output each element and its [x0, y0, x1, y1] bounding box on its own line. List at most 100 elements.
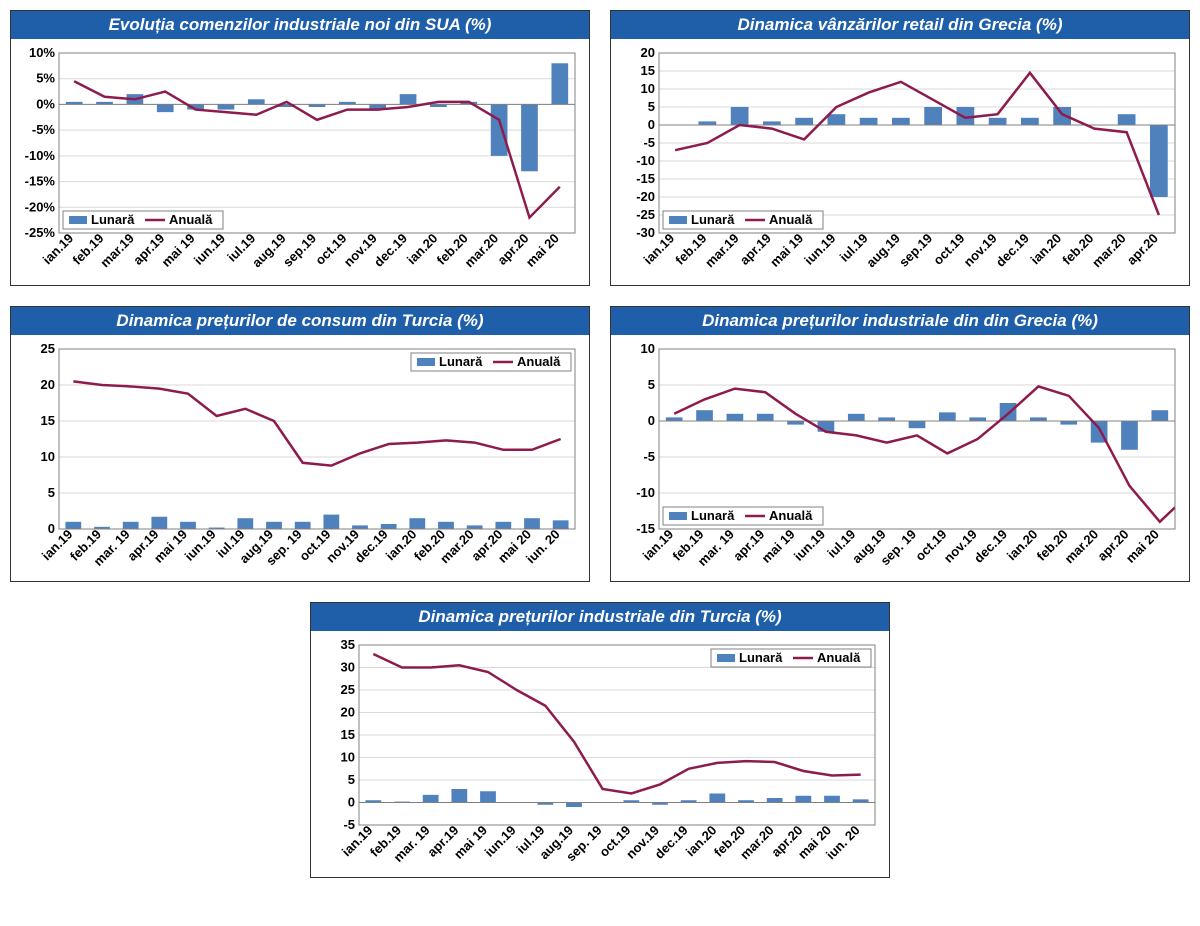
svg-text:mar.19: mar.19	[702, 231, 742, 271]
svg-text:10: 10	[641, 343, 655, 356]
svg-text:Anuală: Anuală	[769, 212, 813, 227]
plot-area: -15-10-50510ian.19feb.19mar. 19apr.19mai…	[611, 335, 1189, 581]
svg-text:35: 35	[341, 639, 355, 652]
svg-text:20: 20	[641, 47, 655, 60]
svg-text:-20%: -20%	[25, 199, 56, 214]
chart-title: Dinamica vânzărilor retail din Grecia (%…	[611, 11, 1189, 39]
svg-text:5: 5	[648, 377, 655, 392]
svg-text:25: 25	[41, 343, 55, 356]
svg-text:10: 10	[641, 81, 655, 96]
svg-text:oct.19: oct.19	[930, 231, 967, 268]
svg-text:mai 20: mai 20	[1123, 527, 1162, 566]
plot-area: -30-25-20-15-10-505101520ian.19feb.19mar…	[611, 39, 1189, 285]
svg-text:Anuală: Anuală	[817, 650, 861, 665]
svg-text:30: 30	[341, 660, 355, 675]
svg-text:dec.19: dec.19	[993, 231, 1032, 270]
chart-title: Evoluția comenzilor industriale noi din …	[11, 11, 589, 39]
svg-text:-10: -10	[636, 153, 655, 168]
svg-text:dec.19: dec.19	[352, 527, 391, 566]
svg-text:ian.19: ian.19	[39, 527, 76, 564]
svg-text:ian.20: ian.20	[404, 231, 441, 268]
svg-text:mai 19: mai 19	[158, 231, 197, 270]
svg-text:dec.19: dec.19	[371, 231, 410, 270]
svg-text:mai 19: mai 19	[767, 231, 806, 270]
svg-text:dec.19: dec.19	[652, 823, 691, 862]
svg-text:aug.19: aug.19	[863, 231, 903, 271]
charts-grid: Evoluția comenzilor industriale noi din …	[10, 10, 1190, 878]
svg-text:iun.19: iun.19	[182, 527, 219, 564]
svg-text:15: 15	[641, 63, 655, 78]
svg-text:ian.20: ian.20	[683, 823, 720, 860]
chart-grecia-industrial: Dinamica prețurilor industriale din din …	[610, 306, 1190, 582]
svg-text:mar.20: mar.20	[1089, 231, 1129, 271]
svg-text:Lunară: Lunară	[439, 354, 483, 369]
svg-text:Lunară: Lunară	[691, 212, 735, 227]
svg-text:iun.19: iun.19	[191, 231, 228, 268]
svg-text:apr.20: apr.20	[1124, 231, 1161, 268]
svg-text:25: 25	[341, 682, 355, 697]
svg-text:ian.20: ian.20	[1028, 231, 1065, 268]
chart-title: Dinamica prețurilor industriale din din …	[611, 307, 1189, 335]
svg-text:Anuală: Anuală	[169, 212, 213, 227]
svg-text:-10: -10	[636, 485, 655, 500]
svg-text:sep.19: sep.19	[896, 231, 935, 270]
svg-text:Lunară: Lunară	[691, 508, 735, 523]
plot-area: -505101520253035ian.19feb.19mar. 19apr.1…	[311, 631, 889, 877]
svg-text:-25%: -25%	[25, 225, 56, 240]
svg-text:-20: -20	[636, 189, 655, 204]
chart-grecia-retail: Dinamica vânzărilor retail din Grecia (%…	[610, 10, 1190, 286]
svg-text:5: 5	[648, 99, 655, 114]
svg-text:5: 5	[348, 772, 355, 787]
svg-text:10: 10	[341, 750, 355, 765]
svg-text:Anuală: Anuală	[517, 354, 561, 369]
svg-text:0%: 0%	[36, 96, 55, 111]
svg-text:apr.19: apr.19	[737, 231, 774, 268]
svg-text:mar.20: mar.20	[461, 231, 501, 271]
svg-text:10: 10	[41, 449, 55, 464]
chart-sua: Evoluția comenzilor industriale noi din …	[10, 10, 590, 286]
svg-text:Lunară: Lunară	[91, 212, 135, 227]
svg-text:-5%: -5%	[32, 122, 56, 137]
svg-text:20: 20	[341, 705, 355, 720]
svg-text:Anuală: Anuală	[769, 508, 813, 523]
svg-text:0: 0	[48, 521, 55, 536]
svg-text:15: 15	[41, 413, 55, 428]
svg-text:iun.19: iun.19	[801, 231, 838, 268]
svg-text:ian.20: ian.20	[1004, 527, 1041, 564]
svg-text:-5: -5	[343, 817, 355, 832]
svg-text:5: 5	[48, 485, 55, 500]
svg-text:20: 20	[41, 377, 55, 392]
svg-text:0: 0	[648, 117, 655, 132]
svg-text:5%: 5%	[36, 71, 55, 86]
svg-text:mar.20: mar.20	[1061, 527, 1101, 567]
svg-text:nov.19: nov.19	[941, 527, 980, 566]
svg-text:mai 19: mai 19	[451, 823, 490, 862]
svg-text:0: 0	[648, 413, 655, 428]
svg-text:-30: -30	[636, 225, 655, 240]
svg-text:sep.19: sep.19	[280, 231, 319, 270]
svg-text:-15%: -15%	[25, 174, 56, 189]
plot-area: -25%-20%-15%-10%-5%0%5%10%ian.19feb.19ma…	[11, 39, 589, 285]
svg-text:-5: -5	[643, 135, 655, 150]
svg-text:Lunară: Lunară	[739, 650, 783, 665]
chart-turcia-industrial: Dinamica prețurilor industriale din Turc…	[310, 602, 890, 878]
svg-text:-15: -15	[636, 171, 655, 186]
svg-text:nov.19: nov.19	[961, 231, 1000, 270]
svg-text:15: 15	[341, 727, 355, 742]
svg-text:nov.19: nov.19	[341, 231, 380, 270]
svg-text:mai 20: mai 20	[523, 231, 562, 270]
chart-turcia-consum: Dinamica prețurilor de consum din Turcia…	[10, 306, 590, 582]
svg-text:dec.19: dec.19	[971, 527, 1010, 566]
svg-text:mai 19: mai 19	[151, 527, 190, 566]
svg-text:-15: -15	[636, 521, 655, 536]
svg-text:mai 19: mai 19	[758, 527, 797, 566]
svg-text:-25: -25	[636, 207, 655, 222]
svg-text:0: 0	[348, 795, 355, 810]
svg-text:iun.19: iun.19	[482, 823, 519, 860]
svg-text:mar.19: mar.19	[97, 231, 137, 271]
plot-area: 0510152025ian.19feb.19mar. 19apr.19mai 1…	[11, 335, 589, 581]
svg-text:-5: -5	[643, 449, 655, 464]
svg-text:10%: 10%	[29, 47, 55, 60]
svg-text:iun.19: iun.19	[791, 527, 828, 564]
chart-title: Dinamica prețurilor industriale din Turc…	[311, 603, 889, 631]
